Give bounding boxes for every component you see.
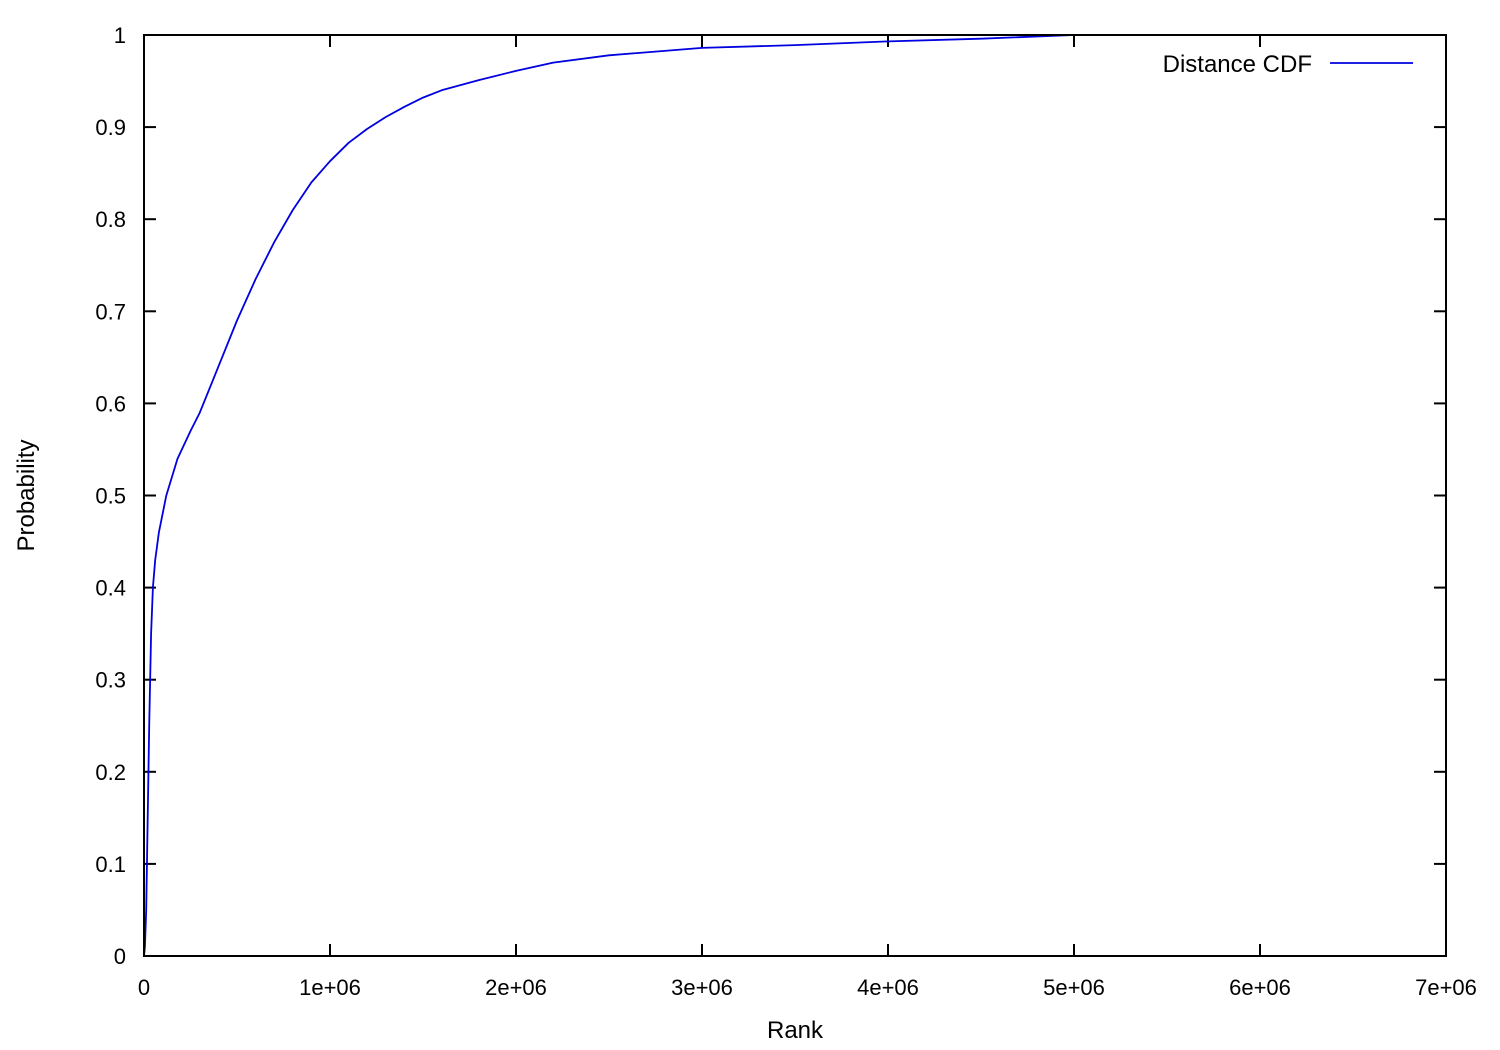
y-tick-label: 0.4: [95, 576, 126, 601]
x-tick-labels: 0 1e+06 2e+06 3e+06 4e+06 5e+06 6e+06 7e+06: [138, 975, 1477, 1000]
y-tick-label: 1: [114, 23, 126, 48]
y-tick-label: 0.2: [95, 760, 126, 785]
plot-frame: [143, 34, 1447, 957]
y-tick-label: 0.8: [95, 207, 126, 232]
x-axis-title: Rank: [767, 1017, 824, 1044]
x-tick-label: 4e+06: [857, 975, 919, 1000]
y-axis-title: Probability: [13, 439, 40, 551]
y-tick-label: 0.7: [95, 299, 126, 324]
y-tick-label: 0.3: [95, 668, 126, 693]
x-tick-label: 3e+06: [671, 975, 733, 1000]
x-tick-label: 6e+06: [1229, 975, 1291, 1000]
y-tick-label: 0.1: [95, 852, 126, 877]
y-tick-labels: 0 0.1 0.2 0.3 0.4 0.5 0.6 0.7 0.8 0.9 1: [95, 23, 126, 969]
legend-label: Distance CDF: [1163, 51, 1312, 78]
x-tick-label: 5e+06: [1043, 975, 1105, 1000]
y-tick-label: 0.5: [95, 484, 126, 509]
x-tick-label: 1e+06: [299, 975, 361, 1000]
y-tick-label: 0.9: [95, 115, 126, 140]
legend: Distance CDF: [1163, 51, 1413, 78]
y-tick-label: 0: [114, 944, 126, 969]
x-tick-label: 7e+06: [1415, 975, 1477, 1000]
y-tick-label: 0.6: [95, 391, 126, 416]
x-tick-label: 0: [138, 975, 150, 1000]
x-tick-label: 2e+06: [485, 975, 547, 1000]
series-lines: [143, 34, 1075, 957]
series-line-distance-cdf: [143, 34, 1075, 957]
axis-ticks: [143, 34, 1447, 957]
